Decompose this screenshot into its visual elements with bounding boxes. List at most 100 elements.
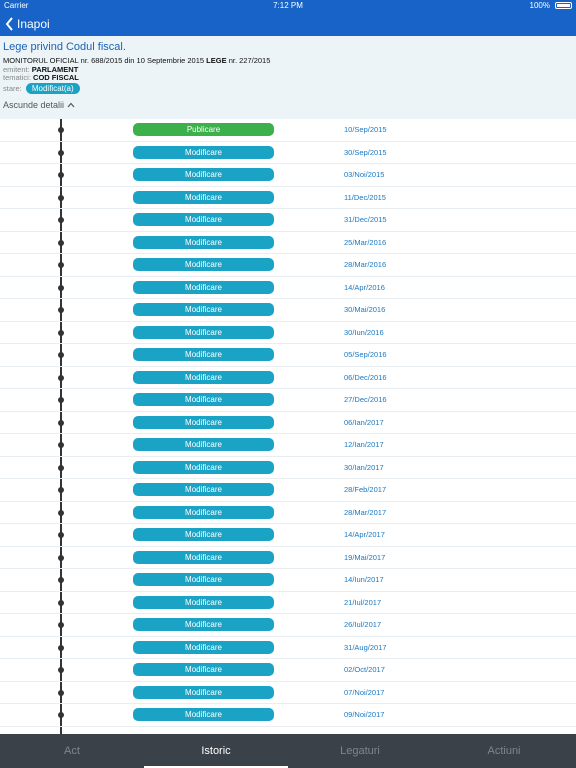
modificare-badge[interactable]: Modificare <box>133 415 274 429</box>
tematici-value: COD FISCAL <box>33 73 79 82</box>
timeline-row[interactable]: Modificare 14/Apr/2017 <box>0 524 576 547</box>
timeline-row[interactable]: Modificare 30/Iun/2016 <box>0 322 576 344</box>
timeline-row[interactable]: Modificare 28/Feb/2017 <box>0 479 576 502</box>
timeline-row[interactable]: Modificare 25/Mar/2016 <box>0 232 576 254</box>
timeline-date: 19/Mai/2017 <box>344 552 386 562</box>
timeline-row[interactable]: Modificare 21/Iul/2017 <box>0 592 576 614</box>
modificare-badge[interactable]: Modificare <box>133 618 274 631</box>
timeline-row[interactable]: Modificare 30/Sep/2015 <box>0 142 576 164</box>
modificare-badge[interactable]: Modificare <box>133 370 274 384</box>
timeline-dot <box>58 464 64 471</box>
timeline-row[interactable]: Modificare 28/Mar/2016 <box>0 254 576 277</box>
back-label: Inapoi <box>17 17 50 31</box>
modificare-badge[interactable]: Modificare <box>133 190 274 204</box>
timeline-row[interactable]: Modificare 14/Apr/2016 <box>0 277 576 299</box>
modificare-badge[interactable]: Modificare <box>133 528 274 541</box>
timeline-row[interactable]: Modificare 02/Oct/2017 <box>0 659 576 682</box>
modificare-badge[interactable]: Modificare <box>133 145 274 159</box>
timeline-dot <box>58 509 64 516</box>
modificare-badge[interactable]: Modificare <box>133 595 274 609</box>
timeline-row[interactable]: Modificare 12/Ian/2017 <box>0 434 576 457</box>
modificare-badge[interactable]: Modificare <box>133 235 274 249</box>
publicare-badge[interactable]: Publicare <box>133 123 274 136</box>
timeline-dot <box>58 172 64 178</box>
status-bar: Carrier 7:12 PM 100% <box>0 0 576 12</box>
tab-legaturi[interactable]: Legaturi <box>340 745 380 757</box>
toggle-details-button[interactable]: Ascunde detalii <box>3 100 75 110</box>
timeline-date: 28/Mar/2016 <box>344 260 387 269</box>
timeline-date: 25/Mar/2016 <box>344 237 387 247</box>
timeline-date: 03/Noi/2015 <box>344 170 385 179</box>
modificare-badge[interactable]: Modificare <box>133 393 274 406</box>
timeline-row[interactable]: Modificare 14/Iun/2017 <box>0 569 576 592</box>
emitent-value: PARLAMENT <box>31 65 79 74</box>
modificare-badge[interactable]: Modificare <box>133 640 274 654</box>
timeline-dot <box>58 374 64 381</box>
timeline-dot <box>58 239 64 246</box>
modificare-badge[interactable]: Modificare <box>133 438 274 451</box>
modificare-badge[interactable]: Modificare <box>133 708 274 721</box>
timeline-row[interactable]: Modificare 05/Sep/2016 <box>0 344 576 367</box>
timeline-row[interactable]: Modificare 31/Dec/2015 <box>0 209 576 232</box>
tab-act[interactable]: Act <box>64 745 80 757</box>
modificare-badge[interactable]: Modificare <box>133 258 274 271</box>
timeline-dot <box>58 689 64 696</box>
modificare-badge[interactable]: Modificare <box>133 348 274 361</box>
tab-istoric[interactable]: Istoric <box>144 734 288 768</box>
lege-value: nr. 227/2015 <box>228 56 271 65</box>
battery-icon <box>555 2 572 9</box>
modificare-badge[interactable]: Modificare <box>133 483 274 496</box>
timeline-date: 06/Dec/2016 <box>344 372 387 382</box>
stare-label: stare: <box>3 84 22 93</box>
modificare-badge[interactable]: Modificare <box>133 325 274 339</box>
timeline-row[interactable]: Modificare 06/Ian/2017 <box>0 412 576 434</box>
timeline-date: 05/Sep/2016 <box>344 350 387 359</box>
timeline-row[interactable]: Modificare 31/Aug/2017 <box>0 637 576 659</box>
timeline-dot <box>58 329 64 336</box>
modificare-badge[interactable]: Modificare <box>133 168 274 181</box>
modificare-badge[interactable]: Modificare <box>133 280 274 294</box>
timeline-dot <box>58 644 64 651</box>
timeline-row[interactable]: Modificare 06/Dec/2016 <box>0 367 576 389</box>
timeline-dot <box>58 712 64 718</box>
timeline-row[interactable]: Modificare 09/Noi/2017 <box>0 704 576 727</box>
timeline-row[interactable]: Modificare 07/Noi/2017 <box>0 682 576 704</box>
timeline-row[interactable]: Modificare 28/Mar/2017 <box>0 502 576 524</box>
modificare-badge[interactable]: Modificare <box>133 550 274 564</box>
modificare-badge[interactable]: Modificare <box>133 460 274 474</box>
timeline-row[interactable]: Modificare 26/Iul/2017 <box>0 614 576 637</box>
back-button[interactable]: Inapoi <box>5 16 50 32</box>
act-header: Lege privind Codul fiscal. MONITORUL OFI… <box>0 36 576 119</box>
timeline-row[interactable]: Modificare 30/Ian/2017 <box>0 457 576 479</box>
timeline-dot <box>58 352 64 358</box>
modificare-badge[interactable]: Modificare <box>133 573 274 586</box>
chevron-up-icon <box>67 102 75 108</box>
timeline-date: 30/Iun/2016 <box>344 327 384 337</box>
timeline-date: 21/Iul/2017 <box>344 597 382 607</box>
timeline-date: 31/Dec/2015 <box>344 215 387 224</box>
history-timeline[interactable]: Publicare 10/Sep/2015 Modificare 30/Sep/201… <box>0 119 576 734</box>
nav-bar: Inapoi <box>0 12 576 36</box>
timeline-date: 11/Dec/2015 <box>344 192 386 202</box>
timeline-date: 30/Sep/2015 <box>344 147 387 157</box>
tab-actiuni[interactable]: Actiuni <box>487 745 521 757</box>
modificare-badge[interactable]: Modificare <box>133 213 274 226</box>
timeline-row[interactable]: Modificare 27/Dec/2016 <box>0 389 576 412</box>
timeline-row[interactable]: Modificare 30/Mai/2016 <box>0 299 576 322</box>
modificare-badge[interactable]: Modificare <box>133 685 274 699</box>
timeline-line <box>60 119 62 734</box>
timeline-dot <box>58 577 64 583</box>
timeline-row[interactable]: Modificare 11/Dec/2015 <box>0 187 576 209</box>
timeline-row[interactable]: Modificare 19/Mai/2017 <box>0 547 576 569</box>
timeline-dot <box>58 149 64 156</box>
timeline-dot <box>58 284 64 291</box>
tab-bar: Act Istoric Legaturi Actiuni <box>0 734 576 768</box>
timeline-date: 31/Aug/2017 <box>344 642 387 652</box>
emitent-label: emitent: <box>3 65 30 74</box>
modificare-badge[interactable]: Modificare <box>133 303 274 316</box>
modificare-badge[interactable]: Modificare <box>133 505 274 519</box>
timeline-row[interactable]: Publicare 10/Sep/2015 <box>0 119 576 142</box>
timeline-dot <box>58 217 64 223</box>
timeline-row[interactable]: Modificare 03/Noi/2015 <box>0 164 576 187</box>
modificare-badge[interactable]: Modificare <box>133 663 274 676</box>
